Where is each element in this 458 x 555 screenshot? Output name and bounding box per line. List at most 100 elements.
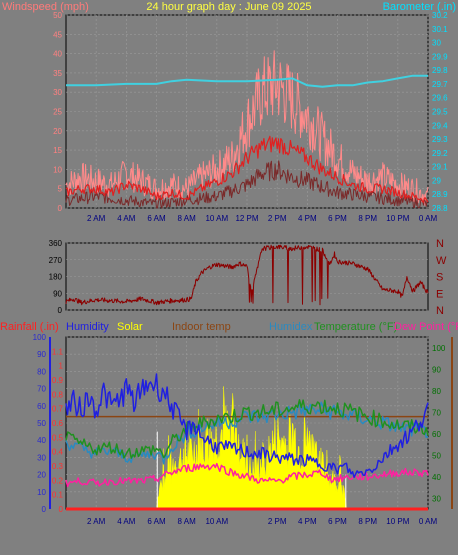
wind-y-tick-label: 35 (53, 69, 62, 78)
climate-panel-tick-labels: 0 10 20 30 40 50 60 70 80 90 100 0 0.1 0.2 0.3 0.4 0.5 0.… (33, 333, 446, 526)
rain-y-tick-label: 0.4 (52, 448, 64, 457)
compass-label: S (436, 272, 443, 284)
temperature-y-tick-label: 30 (432, 494, 441, 503)
barometer-y-tick-label: 28.8 (432, 204, 448, 213)
wind-panel-marks (65, 50, 429, 209)
wind-x-tick-label: 4 PM (298, 214, 317, 223)
compass-label: E (436, 288, 443, 300)
direction-panel-marks (65, 244, 429, 306)
humidity-y-tick-label: 10 (37, 488, 46, 497)
rain-y-tick-label: 0.9 (52, 376, 64, 385)
humidity-line (65, 373, 429, 479)
compass-label: W (436, 255, 447, 267)
wind-y-tick-label: 30 (53, 88, 62, 97)
wind-y-tick-label: 45 (53, 30, 62, 39)
climate-x-tick-label: 8 AM (178, 517, 197, 526)
humidity-y-tick-label: 40 (37, 436, 46, 445)
climate-x-tick-label: 6 PM (328, 517, 347, 526)
climate-x-tick-label: 0 AM (419, 517, 438, 526)
wind-y-tick-label: 10 (53, 165, 62, 174)
chart-title: 24 hour graph day : June 09 2025 (146, 1, 311, 13)
wind-axis-title: Windspeed (mph) (2, 1, 89, 13)
wind-x-tick-label: 6 AM (147, 214, 166, 223)
temperature-y-tick-label: 80 (432, 387, 441, 396)
barometer-axis-title: Barometer (.in) (383, 1, 456, 13)
barometer-y-tick-label: 29.8 (432, 66, 448, 75)
temperature-y-tick-label: 100 (432, 344, 446, 353)
temperature-y-tick-label: 90 (432, 365, 441, 374)
direction-y-tick-label: 360 (49, 239, 63, 248)
compass-label: N (436, 238, 444, 250)
barometer-y-tick-label: 29.9 (432, 52, 448, 61)
barometer-y-tick-label: 29.2 (432, 149, 448, 158)
wind-y-tick-label: 50 (53, 11, 62, 20)
temperature-y-tick-label: 50 (432, 451, 441, 460)
temperature-y-tick-label: 40 (432, 473, 441, 482)
rain-y-tick-label: 0.8 (52, 390, 64, 399)
climate-x-tick-label: 2 AM (87, 517, 106, 526)
legend-indoor-temp: Indoor temp (172, 321, 231, 333)
wind-y-tick-label: 40 (53, 50, 62, 59)
direction-y-tick-label: 90 (53, 289, 62, 298)
climate-x-tick-label: 4 AM (117, 517, 136, 526)
temperature-y-tick-label: 60 (432, 430, 441, 439)
direction-y-tick-label: 270 (49, 256, 63, 265)
rain-y-tick-label: 1 (59, 362, 64, 371)
climate-panel-marks (65, 373, 429, 511)
legend-humidity: Humidity (66, 321, 109, 333)
legend-rainfall: Rainfall (.in) (0, 321, 59, 333)
rain-y-tick-label: 0.2 (52, 476, 64, 485)
climate-x-tick-label: 6 AM (147, 517, 166, 526)
climate-x-tick-label: 8 PM (358, 517, 377, 526)
climate-x-tick-label: 10 AM (205, 517, 228, 526)
compass-label: N (436, 305, 444, 317)
barometer-y-tick-label: 29.7 (432, 80, 448, 89)
barometer-y-tick-label: 29 (432, 176, 441, 185)
barometer-line (66, 74, 428, 88)
temperature-y-tick-label: 70 (432, 408, 441, 417)
humidity-y-tick-label: 20 (37, 471, 46, 480)
barometer-y-tick-label: 30.1 (432, 25, 448, 34)
rain-y-tick-label: 0 (59, 505, 64, 514)
climate-x-tick-label: 10 PM (386, 517, 409, 526)
legend-temperature: Temperature (°F) (314, 321, 397, 333)
temperature-line (65, 399, 429, 459)
barometer-y-tick-label: 30.2 (432, 11, 448, 20)
rain-y-tick-label: 0.5 (52, 433, 64, 442)
wind-average-line (65, 135, 429, 204)
humidity-y-tick-label: 50 (37, 419, 46, 428)
wind-x-tick-label: 2 AM (87, 214, 106, 223)
rain-y-tick-label: 0.3 (52, 462, 64, 471)
humidity-y-tick-label: 0 (42, 505, 47, 514)
wind-panel-tick-labels: 0 5 10 15 20 25 30 35 40 45 50 28.8 28.9 29 29.1 29.2 29… (53, 11, 448, 223)
wind-y-tick-label: 5 (58, 185, 63, 194)
wind-x-tick-label: 8 AM (178, 214, 197, 223)
rain-y-tick-label: 0.6 (52, 419, 64, 428)
barometer-y-tick-label: 29.1 (432, 163, 448, 172)
wind-x-tick-label: 4 AM (117, 214, 136, 223)
wind-y-tick-label: 20 (53, 127, 62, 136)
wind-x-tick-label: 12 PM (235, 214, 258, 223)
wind-y-tick-label: 0 (58, 204, 63, 213)
barometer-y-tick-label: 28.9 (432, 190, 448, 199)
legend-humidex: Humidex (269, 321, 313, 333)
wind-direction-line (65, 244, 429, 306)
legend-solar: Solar (117, 321, 143, 333)
legend-dew-point: Dew Point (°F) (394, 321, 458, 333)
barometer-y-tick-label: 29.6 (432, 94, 448, 103)
barometer-y-tick-label: 30 (432, 39, 441, 48)
direction-panel-grid (66, 242, 428, 311)
direction-y-tick-label: 0 (58, 306, 63, 315)
rain-y-tick-label: 0.7 (52, 405, 64, 414)
wind-x-tick-label: 0 AM (419, 214, 438, 223)
rain-y-tick-label: 1.1 (52, 347, 64, 356)
wind-y-tick-label: 15 (53, 146, 62, 155)
wind-x-tick-label: 8 PM (358, 214, 377, 223)
wind-y-tick-label: 25 (53, 108, 62, 117)
wind-lull-line (65, 160, 429, 209)
wind-x-tick-label: 10 AM (205, 214, 228, 223)
barometer-y-tick-label: 29.5 (432, 108, 448, 117)
wind-x-tick-label: 6 PM (328, 214, 347, 223)
